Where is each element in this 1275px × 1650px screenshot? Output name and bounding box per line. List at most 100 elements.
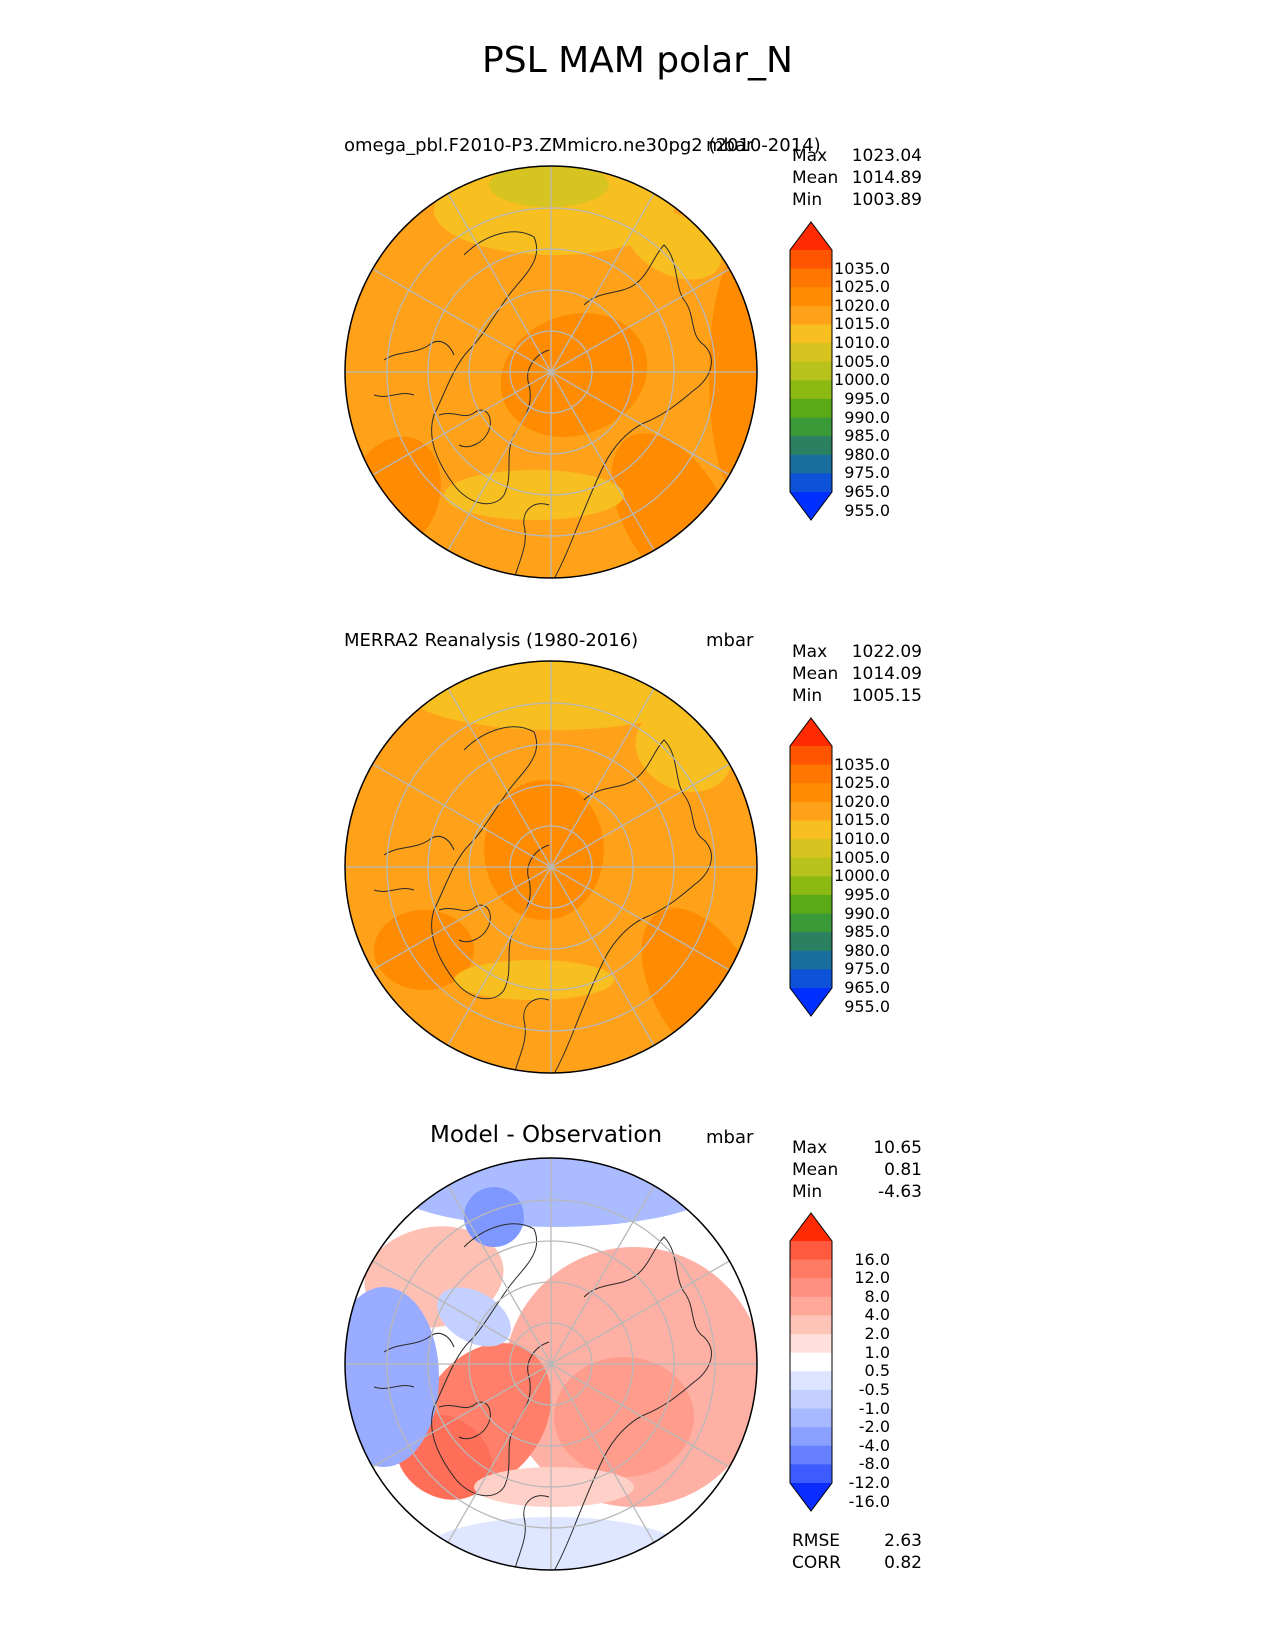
field-region: [464, 1187, 524, 1247]
coastline: [373, 1332, 455, 1389]
colorbar-segment: [790, 287, 832, 307]
colorbar-segment: [790, 250, 832, 270]
colorbar-segment: [790, 1241, 832, 1261]
colorbar-segment: [790, 324, 832, 344]
map-border: [344, 165, 758, 579]
colorbar-segment: [790, 1408, 832, 1428]
coastline: [438, 409, 491, 448]
panel-3-colorbar: [789, 1212, 833, 1512]
panel-1-stats: Max 1023.04 Mean 1014.89 Min 1003.89: [792, 145, 922, 211]
panel-3-stats: Max 10.65 Mean 0.81 Min -4.63: [792, 1137, 922, 1203]
colorbar-segment: [790, 764, 832, 784]
meridian-line: [550, 1260, 730, 1365]
meridian-line: [550, 1363, 730, 1468]
meridian-line: [447, 688, 552, 868]
meridian-line: [550, 193, 655, 373]
colorbar-tick-label: 1020.0: [834, 295, 890, 315]
colorbar-tick-label: 975.0: [844, 463, 890, 483]
meridian-line: [372, 268, 552, 373]
field-region: [454, 960, 614, 1000]
colorbar-segment: [790, 876, 832, 896]
coastline: [513, 998, 550, 1073]
meridian-line: [550, 763, 730, 868]
colorbar-segment: [790, 1259, 832, 1279]
colorbar-tick-label: 2.0: [864, 1324, 890, 1344]
colorbar-tick-label: 955.0: [844, 996, 890, 1016]
map-border: [344, 660, 758, 1074]
colorbar-segment: [790, 969, 832, 989]
metric-label: RMSE: [792, 1531, 841, 1551]
stat-label: Mean: [792, 1160, 839, 1180]
colorbar-tick-label: 4.0: [864, 1305, 890, 1325]
meridian-line: [447, 1363, 552, 1543]
colorbar-tick-label: -4.0: [858, 1435, 890, 1455]
colorbar-tick-label: 8.0: [864, 1286, 890, 1306]
page-title: PSL MAM polar_N: [482, 40, 793, 81]
colorbar-tick-label: 1.0: [864, 1342, 890, 1362]
colorbar-tick-label: 1015.0: [834, 810, 890, 830]
colorbar-tick-label: -8.0: [858, 1454, 890, 1474]
meridian-line: [447, 371, 552, 551]
stat-value: 0.81: [884, 1160, 922, 1180]
field-region: [489, 166, 609, 207]
meridian-line: [372, 1363, 552, 1468]
colorbar-tick-label: 965.0: [844, 482, 890, 501]
stat-value: 1023.04: [851, 146, 922, 166]
colorbar-tick-label: -1.0: [858, 1398, 890, 1418]
colorbar-tick-label: 1035.0: [834, 754, 890, 774]
panel-2-polar-map: [344, 660, 758, 1074]
meridian-line: [447, 866, 552, 1046]
panel-3-title: Model - Observation: [430, 1122, 663, 1148]
colorbar-tick-label: -0.5: [858, 1379, 890, 1399]
colorbar-segment: [790, 1427, 832, 1447]
colorbar-segment: [790, 839, 832, 859]
colorbar-outline: [789, 1212, 833, 1512]
colorbar-segment: [790, 820, 832, 840]
colorbar-segment: [790, 783, 832, 803]
stat-label: Mean: [792, 664, 839, 684]
colorbar-segment: [790, 894, 832, 915]
meridian-line: [372, 371, 552, 476]
colorbar-tick-label: 1025.0: [834, 773, 890, 793]
panel-1-polar-map: [344, 165, 758, 579]
meridian-line: [550, 371, 730, 476]
colorbar-segment: [790, 1278, 832, 1298]
colorbar-segment: [790, 1315, 832, 1335]
colorbar-tick-label: 1000.0: [834, 866, 890, 886]
meridian-line: [372, 763, 552, 868]
coastline: [553, 739, 712, 1073]
colorbar-segment: [790, 1296, 832, 1316]
colorbar-segment: [790, 1389, 832, 1410]
stat-value: 1005.15: [851, 686, 922, 706]
colorbar-segment: [790, 913, 832, 933]
colorbar-segment: [790, 361, 832, 381]
meridian-line: [447, 1185, 552, 1365]
colorbar-tick-label: 1010.0: [834, 829, 890, 849]
colorbar-extend-top: [790, 718, 832, 746]
colorbar-tick-label: 995.0: [844, 884, 890, 904]
stat-label: Min: [792, 190, 823, 210]
colorbar-tick-label: 1000.0: [834, 370, 890, 390]
coastline: [438, 1401, 491, 1440]
field-region: [437, 1287, 511, 1347]
panel-3-metrics: RMSE 2.63 CORR 0.82: [792, 1530, 922, 1574]
stat-label: Min: [792, 1182, 823, 1202]
panel-2-title: MERRA2 Reanalysis (1980-2016): [344, 630, 639, 651]
stat-value: 1014.09: [851, 664, 922, 684]
meridian-line: [550, 268, 730, 373]
colorbar-segment: [790, 398, 832, 419]
colorbar-segment: [790, 1464, 832, 1484]
colorbar-tick-label: 985.0: [844, 426, 890, 446]
panel-2-colorbar: [789, 717, 833, 1017]
colorbar-extend-top: [790, 222, 832, 250]
stat-label: Min: [792, 686, 823, 706]
metric-label: CORR: [792, 1553, 841, 1573]
colorbar-segment: [790, 857, 832, 877]
panel-3-polar-map: [344, 1157, 758, 1571]
colorbar-segment: [790, 1371, 832, 1391]
field-region: [709, 255, 757, 495]
meridian-line: [447, 193, 552, 373]
coastline: [438, 904, 491, 943]
panel-2-units: mbar: [706, 630, 754, 651]
metric-value: 0.82: [884, 1553, 922, 1573]
